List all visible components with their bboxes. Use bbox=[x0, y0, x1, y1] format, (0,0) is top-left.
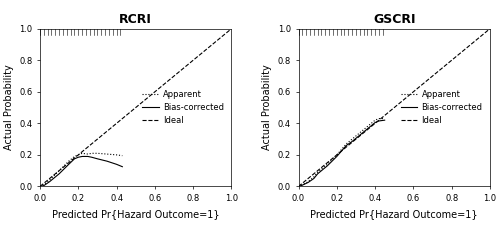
Line: Apparent: Apparent bbox=[298, 119, 384, 186]
Bias-corrected bbox=[353, 137, 359, 140]
Bias-corrected bbox=[56, 172, 62, 175]
Bias-corrected bbox=[372, 121, 378, 124]
Line: Bias-corrected: Bias-corrected bbox=[298, 120, 384, 186]
Bias-corrected bbox=[296, 185, 302, 188]
Apparent bbox=[362, 127, 368, 130]
Bias-corrected bbox=[324, 164, 330, 167]
Title: RCRI: RCRI bbox=[120, 13, 152, 26]
Bias-corrected bbox=[94, 158, 100, 160]
Apparent bbox=[76, 153, 82, 156]
Apparent bbox=[37, 185, 43, 188]
X-axis label: Predicted Pr{Hazard Outcome=1}: Predicted Pr{Hazard Outcome=1} bbox=[310, 209, 478, 219]
Bias-corrected bbox=[88, 156, 94, 159]
Apparent bbox=[56, 169, 62, 172]
Apparent bbox=[311, 175, 317, 178]
Bias-corrected bbox=[104, 160, 110, 163]
Apparent bbox=[85, 153, 91, 156]
Apparent bbox=[120, 154, 126, 157]
Bias-corrected bbox=[376, 120, 382, 122]
Apparent bbox=[314, 171, 320, 174]
Bias-corrected bbox=[368, 124, 374, 127]
Bias-corrected bbox=[79, 155, 85, 158]
Apparent bbox=[334, 153, 340, 156]
Bias-corrected bbox=[382, 119, 388, 122]
Bias-corrected bbox=[120, 165, 126, 168]
Bias-corrected bbox=[114, 163, 119, 166]
Title: GSCRI: GSCRI bbox=[373, 13, 416, 26]
Apparent bbox=[41, 183, 47, 186]
Bias-corrected bbox=[76, 156, 82, 159]
Line: Apparent: Apparent bbox=[40, 153, 122, 186]
Apparent bbox=[368, 122, 374, 125]
Apparent bbox=[88, 152, 94, 155]
Apparent bbox=[382, 117, 388, 120]
Apparent bbox=[376, 117, 382, 120]
Apparent bbox=[46, 179, 52, 182]
Bias-corrected bbox=[85, 155, 91, 158]
Y-axis label: Actual Probability: Actual Probability bbox=[262, 65, 272, 150]
Apparent bbox=[372, 119, 378, 122]
Bias-corrected bbox=[362, 129, 368, 132]
Bias-corrected bbox=[334, 155, 340, 158]
Apparent bbox=[357, 131, 363, 134]
Bias-corrected bbox=[349, 140, 355, 143]
Legend: Apparent, Bias-corrected, Ideal: Apparent, Bias-corrected, Ideal bbox=[139, 87, 228, 129]
Bias-corrected bbox=[311, 177, 317, 180]
Apparent bbox=[300, 183, 306, 186]
Apparent bbox=[66, 160, 71, 163]
Bias-corrected bbox=[300, 184, 306, 187]
Bias-corrected bbox=[357, 134, 363, 137]
Apparent bbox=[349, 138, 355, 141]
Apparent bbox=[104, 153, 110, 156]
Bias-corrected bbox=[305, 181, 311, 184]
Bias-corrected bbox=[37, 185, 43, 188]
Legend: Apparent, Bias-corrected, Ideal: Apparent, Bias-corrected, Ideal bbox=[398, 87, 486, 129]
Line: Bias-corrected: Bias-corrected bbox=[40, 157, 122, 186]
Bias-corrected bbox=[41, 184, 47, 187]
Apparent bbox=[305, 180, 311, 183]
Bias-corrected bbox=[344, 144, 349, 147]
Apparent bbox=[353, 135, 359, 137]
Bias-corrected bbox=[314, 172, 320, 175]
Apparent bbox=[79, 152, 85, 155]
Apparent bbox=[94, 152, 100, 155]
Y-axis label: Actual Probability: Actual Probability bbox=[4, 65, 14, 150]
Apparent bbox=[344, 142, 349, 145]
Bias-corrected bbox=[72, 158, 78, 160]
X-axis label: Predicted Pr{Hazard Outcome=1}: Predicted Pr{Hazard Outcome=1} bbox=[52, 209, 220, 219]
Bias-corrected bbox=[46, 180, 52, 183]
Apparent bbox=[114, 153, 119, 156]
Apparent bbox=[72, 155, 78, 158]
Apparent bbox=[296, 185, 302, 188]
Apparent bbox=[324, 163, 330, 166]
Bias-corrected bbox=[66, 163, 71, 166]
